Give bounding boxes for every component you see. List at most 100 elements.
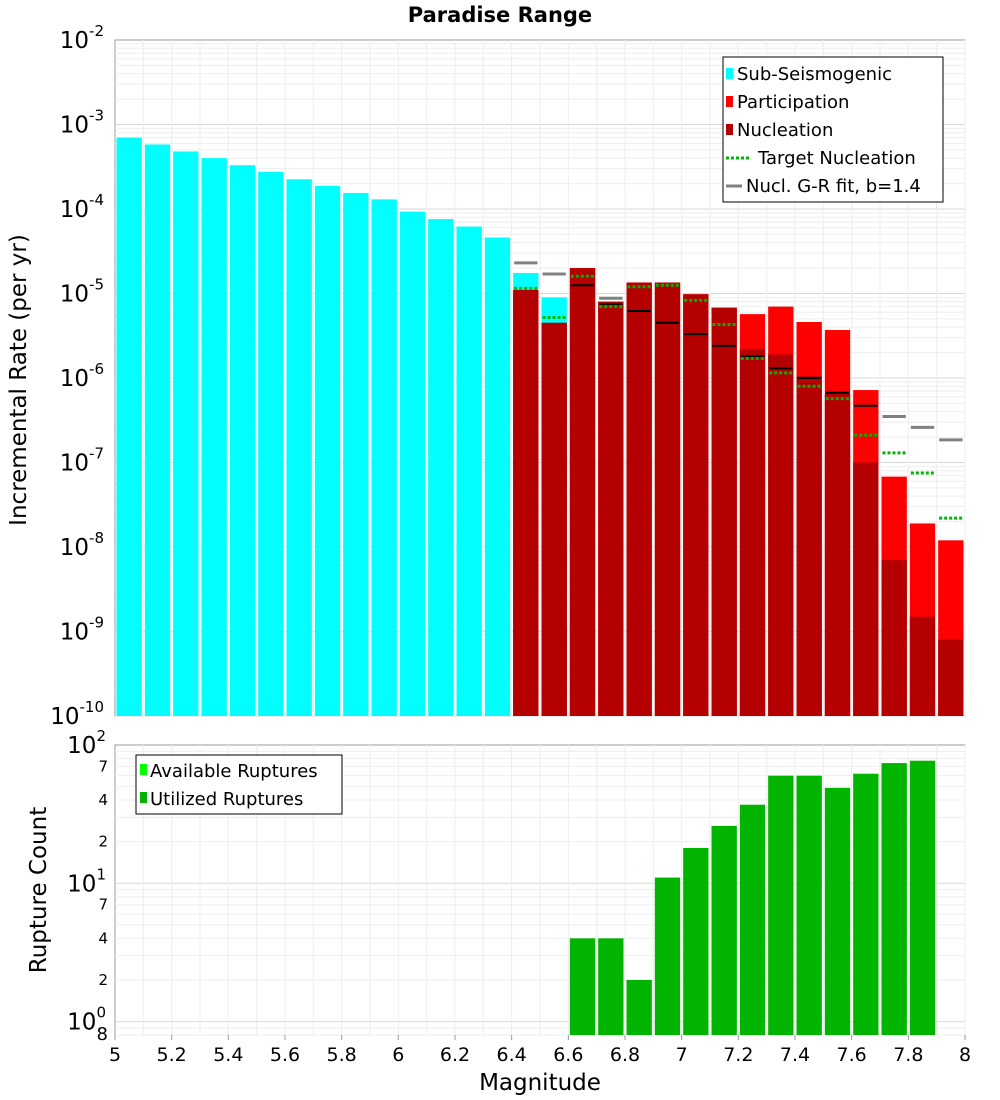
- bar-nucleation: [938, 639, 964, 716]
- bar-nucleation: [569, 268, 596, 716]
- legend-label-utilized-ruptures: Utilized Ruptures: [150, 789, 303, 810]
- x-tick-label: 6.8: [610, 1044, 640, 1066]
- legend-swatch-utilized-ruptures: [140, 792, 147, 803]
- count-y-major-label: 100: [67, 1004, 106, 1036]
- bar-utilized-ruptures: [881, 763, 907, 1035]
- bar-nucleation: [626, 282, 652, 716]
- x-tick-label: 6.6: [553, 1044, 583, 1066]
- legend-label-available-ruptures: Available Ruptures: [150, 761, 318, 782]
- bar-sub-seismogenic: [314, 185, 341, 716]
- count-y-minor-label: 2: [98, 833, 108, 851]
- bar-utilized-ruptures: [853, 773, 879, 1035]
- count-y-axis-label: Rupture Count: [26, 807, 52, 973]
- x-tick-label: 5: [109, 1044, 121, 1066]
- legend-label-sub-seismogenic: Sub-Seismogenic: [737, 64, 892, 85]
- bar-sub-seismogenic: [173, 151, 199, 716]
- bar-utilized-ruptures: [739, 804, 766, 1035]
- bar-nucleation: [853, 462, 879, 716]
- rate-y-axis-label: Incremental Rate (per yr): [6, 234, 32, 526]
- x-tick-label: 7.2: [723, 1044, 753, 1066]
- bar-nucleation: [739, 349, 766, 716]
- count-bars: [569, 760, 936, 1035]
- rate-y-tick-labels: 10-10 10-9 10-8 10-7 10-6 10-5 10-4 10-3 10-2: [50, 22, 104, 730]
- bar-sub-seismogenic: [144, 144, 171, 716]
- bar-nucleation: [881, 560, 907, 716]
- count-legend: Available Ruptures Utilized Ruptures: [135, 754, 343, 815]
- legend-swatch-sub-seismogenic: [726, 68, 733, 79]
- bar-nucleation: [654, 282, 681, 716]
- rate-y-tick-label: 10-9: [60, 614, 104, 646]
- bar-nucleation: [541, 322, 567, 716]
- bar-nucleation: [711, 307, 737, 716]
- x-tick-label: 7.6: [837, 1044, 867, 1066]
- x-axis-label: Magnitude: [479, 1070, 601, 1096]
- chart-title: Paradise Range: [408, 3, 592, 27]
- bar-nucleation: [683, 294, 709, 716]
- x-tick-label: 5.4: [213, 1044, 243, 1066]
- legend-label-gr-fit: Nucl. G-R fit, b=1.4: [746, 176, 921, 197]
- bar-sub-seismogenic: [229, 165, 256, 717]
- count-y-minor-label: 2: [98, 971, 108, 989]
- count-y-minor-label: 7: [98, 757, 108, 775]
- x-tick-label: 7.8: [893, 1044, 923, 1066]
- rate-gridlines: [115, 40, 966, 717]
- rate-y-tick-label: 10-6: [60, 360, 104, 392]
- x-tick-label: 6.4: [497, 1044, 527, 1066]
- legend-swatch-participation: [726, 96, 733, 107]
- bar-utilized-ruptures: [626, 979, 652, 1035]
- bar-sub-seismogenic: [428, 219, 454, 716]
- count-y-minor-label: 8: [97, 1024, 108, 1045]
- bar-utilized-ruptures: [768, 775, 794, 1035]
- bar-nucleation: [796, 376, 822, 716]
- bar-nucleation: [768, 354, 794, 716]
- x-tick-label: 8: [959, 1044, 971, 1066]
- rate-y-tick-label: 10-5: [60, 276, 104, 308]
- count-legend-frame: [135, 754, 343, 815]
- bar-utilized-ruptures: [654, 877, 681, 1035]
- count-y-minor-label: 4: [98, 929, 108, 947]
- bar-sub-seismogenic: [371, 199, 397, 717]
- bar-utilized-ruptures: [909, 760, 936, 1035]
- bar-sub-seismogenic: [286, 179, 312, 716]
- bar-sub-seismogenic: [456, 226, 482, 716]
- x-tick-labels: 5 5.2 5.4 5.6 5.8 6 6.2 6.4 6.6 6.8 7 7.2 7.4 7.6 7.8 8: [109, 1035, 971, 1066]
- bar-nucleation: [598, 301, 624, 716]
- legend-label-nucleation: Nucleation: [737, 120, 833, 141]
- bar-sub-seismogenic: [116, 137, 142, 716]
- rate-y-tick-label: 10-7: [60, 445, 104, 477]
- rate-y-tick-label: 10-4: [60, 191, 104, 223]
- rate-legend-frame: [722, 56, 944, 203]
- bar-utilized-ruptures: [824, 787, 851, 1035]
- bar-utilized-ruptures: [711, 825, 737, 1035]
- rate-y-tick-label: 10-3: [60, 107, 104, 139]
- rate-legend: Sub-Seismogenic Participation Nucleation…: [722, 56, 944, 203]
- x-tick-label: 5.8: [327, 1044, 357, 1066]
- legend-swatch-available-ruptures: [140, 764, 147, 775]
- bar-nucleation: [824, 393, 851, 716]
- bar-sub-seismogenic: [258, 171, 284, 716]
- x-tick-label: 5.2: [157, 1044, 187, 1066]
- count-y-major-label: 101: [67, 865, 106, 897]
- rate-y-tick-label: 10-10: [50, 698, 104, 730]
- rate-marks: [514, 261, 963, 520]
- x-tick-label: 6.2: [440, 1044, 470, 1066]
- rate-bars: [116, 137, 964, 717]
- x-tick-label: 5.6: [270, 1044, 300, 1066]
- count-y-tick-labels: 100 101 102 8 2 4 7 2 4 7: [67, 727, 108, 1045]
- count-y-minor-label: 7: [98, 896, 108, 914]
- bar-sub-seismogenic: [399, 211, 426, 716]
- bar-sub-seismogenic: [343, 192, 369, 716]
- bar-nucleation: [909, 616, 936, 716]
- x-tick-label: 7.4: [780, 1044, 810, 1066]
- bar-utilized-ruptures: [598, 938, 624, 1035]
- count-panel: 100 101 102 8 2 4 7 2 4 7 5 5.2 5.4 5.6 5.8 6 6.2 6.4 6.6…: [67, 727, 971, 1066]
- rate-y-tick-label: 10-2: [60, 22, 104, 54]
- bar-sub-seismogenic: [201, 158, 227, 717]
- legend-swatch-nucleation: [726, 124, 733, 135]
- x-tick-label: 6: [392, 1044, 404, 1066]
- count-y-major-label: 102: [67, 727, 106, 759]
- bar-utilized-ruptures: [683, 847, 709, 1035]
- bar-sub-seismogenic: [484, 237, 511, 717]
- legend-label-participation: Participation: [737, 92, 849, 113]
